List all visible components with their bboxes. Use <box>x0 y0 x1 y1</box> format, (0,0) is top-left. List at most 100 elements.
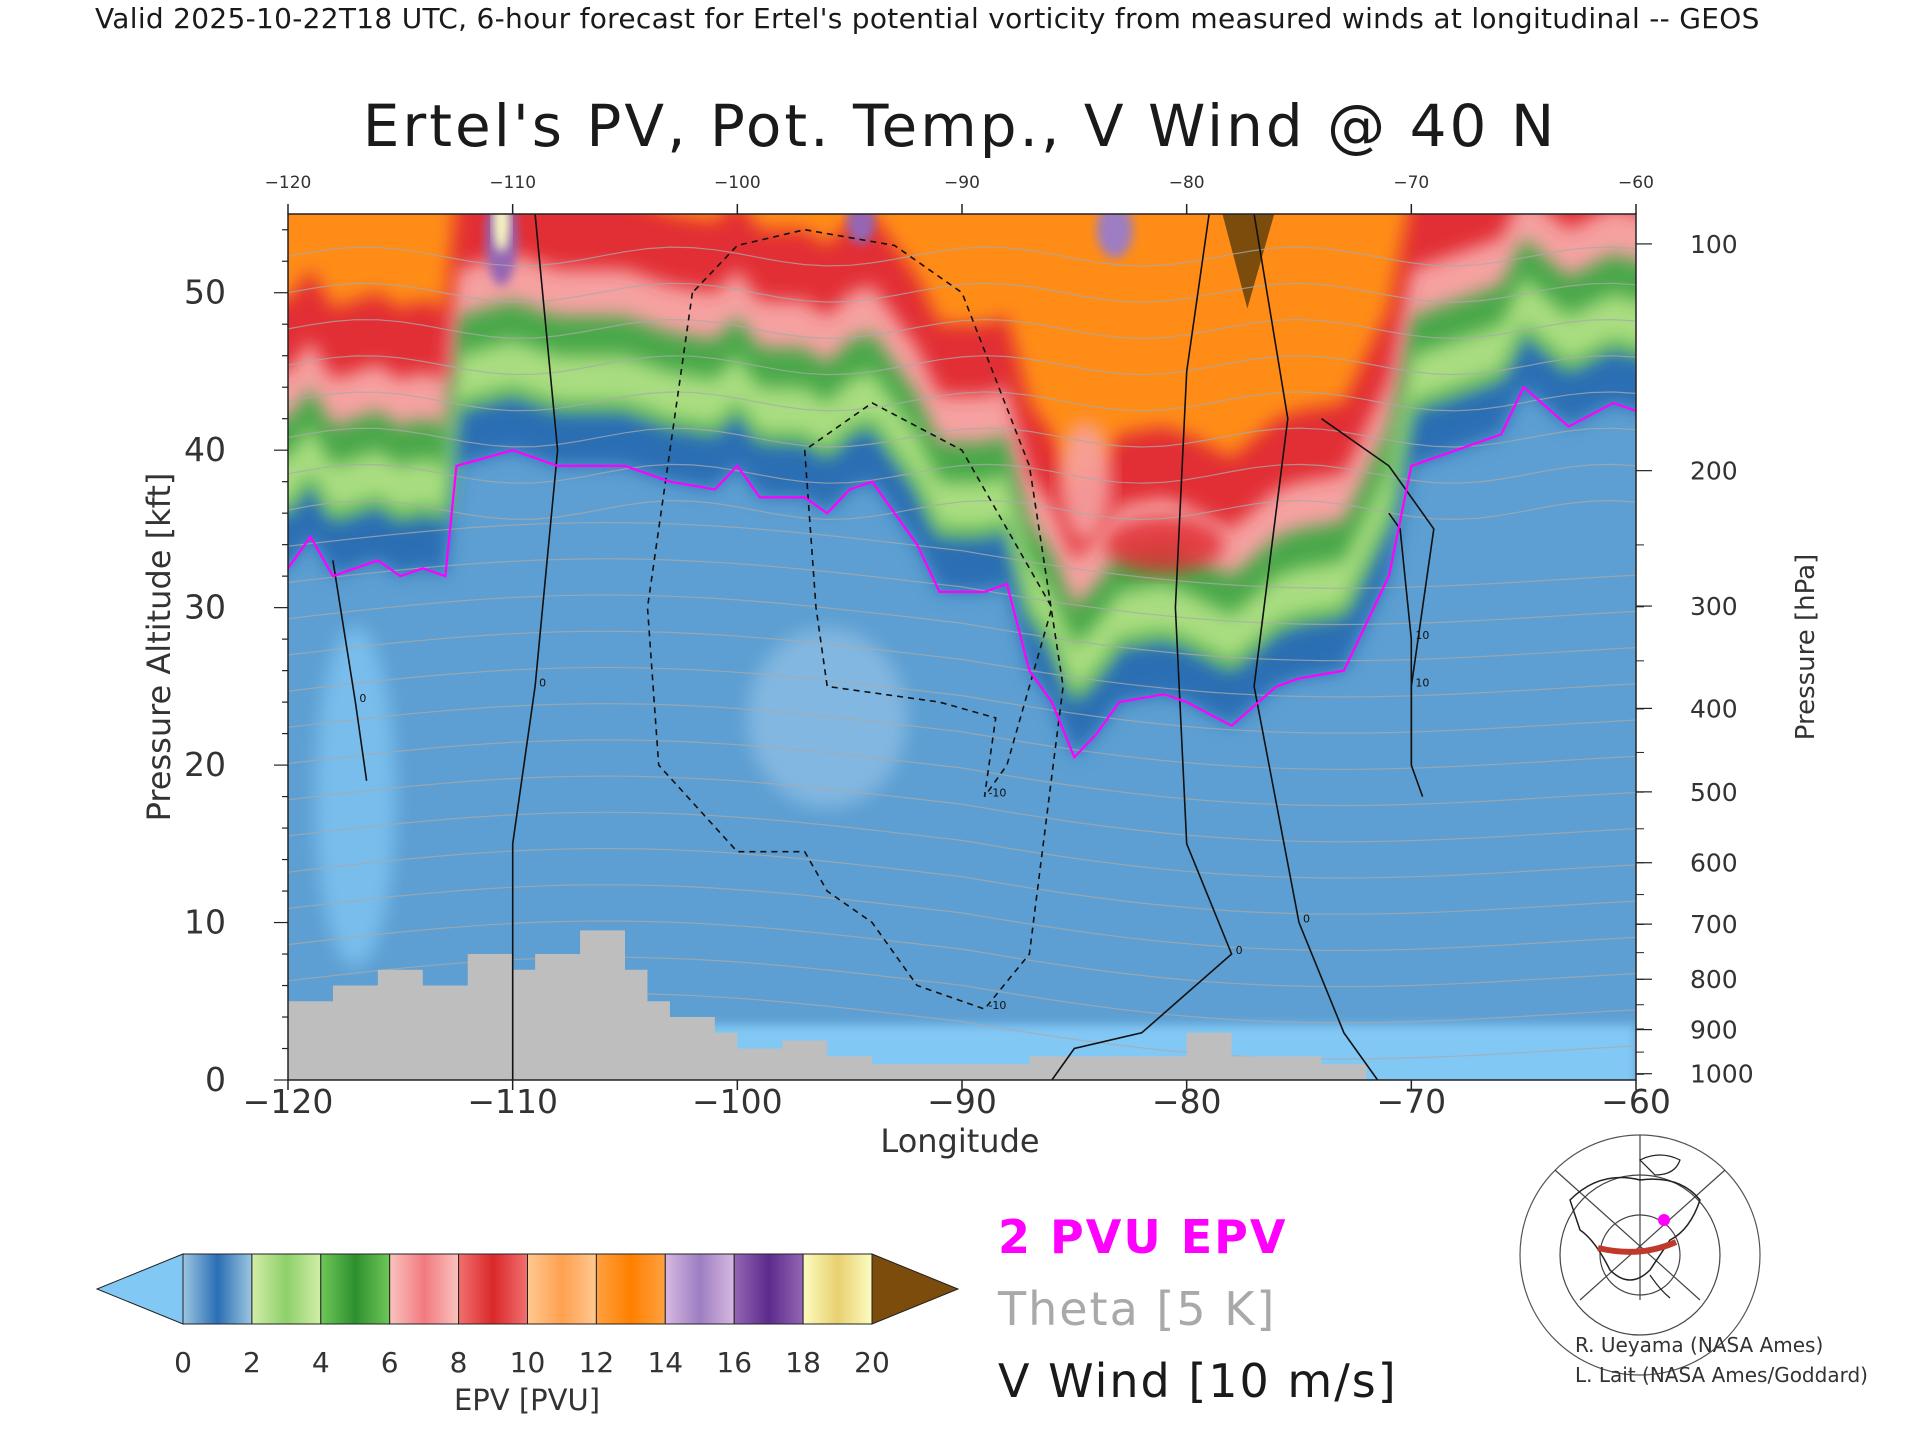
orange-fill <box>288 214 1409 490</box>
theta-contour <box>288 463 1636 484</box>
theta-contour <box>288 246 1636 267</box>
x-tick-label: −120 <box>243 1082 334 1121</box>
colorbar-bin <box>527 1253 597 1325</box>
colorbar-tick-label: 4 <box>312 1346 330 1379</box>
x-top-tick-label: −80 <box>1169 173 1205 193</box>
colorbar-over-arrow <box>871 1253 960 1325</box>
x-top-tick-label: −70 <box>1393 173 1429 193</box>
colorbar-tick-label: 16 <box>716 1346 752 1379</box>
y2-tick-label: 300 <box>1690 592 1738 621</box>
x-tick-label: −60 <box>1601 1082 1671 1121</box>
x-top-tick-label: −60 <box>1618 173 1654 193</box>
x-axis-top: −120 −110 −100 −90 −80 −70 −60 <box>265 173 1654 214</box>
central-low-pv-fill <box>747 627 908 808</box>
theta-contour <box>288 558 1636 626</box>
x-top-tick-label: −90 <box>944 173 980 193</box>
vwind-contour <box>803 401 1053 798</box>
yellow-column-fill <box>493 214 510 252</box>
x-tick-label: −90 <box>927 1082 997 1121</box>
theta-contour <box>288 775 1636 843</box>
purple-column-fill-2 <box>846 214 875 244</box>
y-tick-label: 0 <box>205 1060 226 1099</box>
x-axis: −120 −110 −100 −90 −80 −70 −60 <box>243 1080 1671 1121</box>
theta-contour <box>288 355 1636 376</box>
colorbar-tick-label: 10 <box>510 1346 546 1379</box>
colorbar-bin <box>389 1253 460 1325</box>
chart-title: Ertel's PV, Pot. Temp., V Wind @ 40 N <box>362 92 1558 160</box>
theta-contour <box>288 499 1636 521</box>
y2-axis-label: Pressure [hPa] <box>1791 554 1821 741</box>
colorbar-bin <box>182 1253 253 1325</box>
colorbar-bin <box>733 1253 804 1325</box>
colorbar-tick-label: 20 <box>854 1346 890 1379</box>
vwind-contour <box>1321 418 1435 797</box>
colorbar-bin <box>458 1253 529 1325</box>
y2-tick-label: 700 <box>1690 910 1738 939</box>
legend-theta: Theta [5 K] <box>998 1282 1277 1336</box>
colorbar-bin <box>664 1253 735 1325</box>
theta-contour <box>288 282 1636 303</box>
y2-tick-label: 100 <box>1690 230 1738 259</box>
y-tick-label: 30 <box>184 588 226 627</box>
colorbar-tick-label: 12 <box>579 1346 615 1379</box>
colorbar-bin <box>595 1253 666 1325</box>
colorbar-tick-label: 6 <box>381 1346 399 1379</box>
terrain-area <box>288 930 1636 1080</box>
legend-epv: 2 PVU EPV <box>998 1210 1288 1264</box>
legend-wind: V Wind [10 m/s] <box>998 1354 1398 1408</box>
y2-axis: 100 200 300 400 500 600 700 800 900 1000 <box>1636 230 1754 1089</box>
y-axis-label: Pressure Altitude [kft] <box>140 473 178 822</box>
x-top-tick-label: −120 <box>265 173 312 193</box>
y-tick-label: 50 <box>184 273 226 312</box>
y2-tick-label: 500 <box>1690 778 1738 807</box>
y-tick-label: 10 <box>184 903 226 942</box>
red-core-fill <box>1104 516 1225 573</box>
theta-contour <box>288 427 1636 448</box>
y2-tick-label: 1000 <box>1690 1060 1754 1089</box>
purple-column-fill-3 <box>1096 214 1133 258</box>
tropopause-2pvu-line <box>288 385 1636 760</box>
vwind-contour-label: 10 <box>1415 676 1429 689</box>
vwind-contour <box>1051 214 1233 1080</box>
y-tick-label: 20 <box>184 745 226 784</box>
x-top-tick-label: −110 <box>489 173 536 193</box>
colorbar-tick-label: 2 <box>243 1346 261 1379</box>
x-top-tick-label: −100 <box>714 173 761 193</box>
y2-tick-label: 900 <box>1690 1016 1738 1045</box>
brown-column-fill <box>1222 214 1275 309</box>
x-tick-label: −100 <box>692 1082 783 1121</box>
plot-area: -10 -10 0 0 0 0 10 10 <box>288 214 1636 1080</box>
x-tick-label: −70 <box>1377 1082 1447 1121</box>
vwind-contour-label: 0 <box>359 692 366 705</box>
vwind-contour-label: 0 <box>1303 913 1310 926</box>
theta-contour <box>288 739 1636 807</box>
vwind-contour <box>646 228 1064 1011</box>
light-green-fill <box>288 277 1636 695</box>
y-tick-label: 40 <box>184 430 226 469</box>
vwind-contour <box>1253 214 1379 1080</box>
theta-contour <box>288 318 1636 340</box>
vwind-contour-label: 10 <box>1415 629 1429 642</box>
theta-contour <box>288 391 1636 412</box>
credit-line-1: R. Ueyama (NASA Ames) <box>1575 1333 1824 1357</box>
colorbar-tick-label: 14 <box>647 1346 683 1379</box>
y2-tick-label: 400 <box>1690 694 1738 723</box>
vwind-contour-label: -10 <box>988 787 1006 800</box>
colorbar-tick-label: 18 <box>785 1346 821 1379</box>
credit-line-2: L. Lait (NASA Ames/Goddard) <box>1575 1363 1868 1387</box>
pink-core-fill <box>1059 421 1112 542</box>
colorbar-label: EPV [PVU] <box>454 1383 600 1417</box>
colorbar-bin <box>320 1253 391 1325</box>
y-axis: 0 10 20 30 40 50 <box>184 229 288 1099</box>
x-tick-label: −80 <box>1152 1082 1222 1121</box>
x-tick-label: −110 <box>467 1082 558 1121</box>
colorbar-under-arrow <box>95 1253 184 1325</box>
vwind-contour-label: 0 <box>1236 944 1243 957</box>
vwind-contours: -10 -10 0 0 0 0 10 10 <box>332 214 1435 1080</box>
x-axis-label: Longitude <box>880 1122 1039 1160</box>
vwind-contour-label: 0 <box>539 676 546 689</box>
header-valid-text: Valid 2025-10-22T18 UTC, 6-hour forecast… <box>95 2 1760 35</box>
y2-tick-label: 800 <box>1690 965 1738 994</box>
vwind-contour <box>332 560 368 781</box>
